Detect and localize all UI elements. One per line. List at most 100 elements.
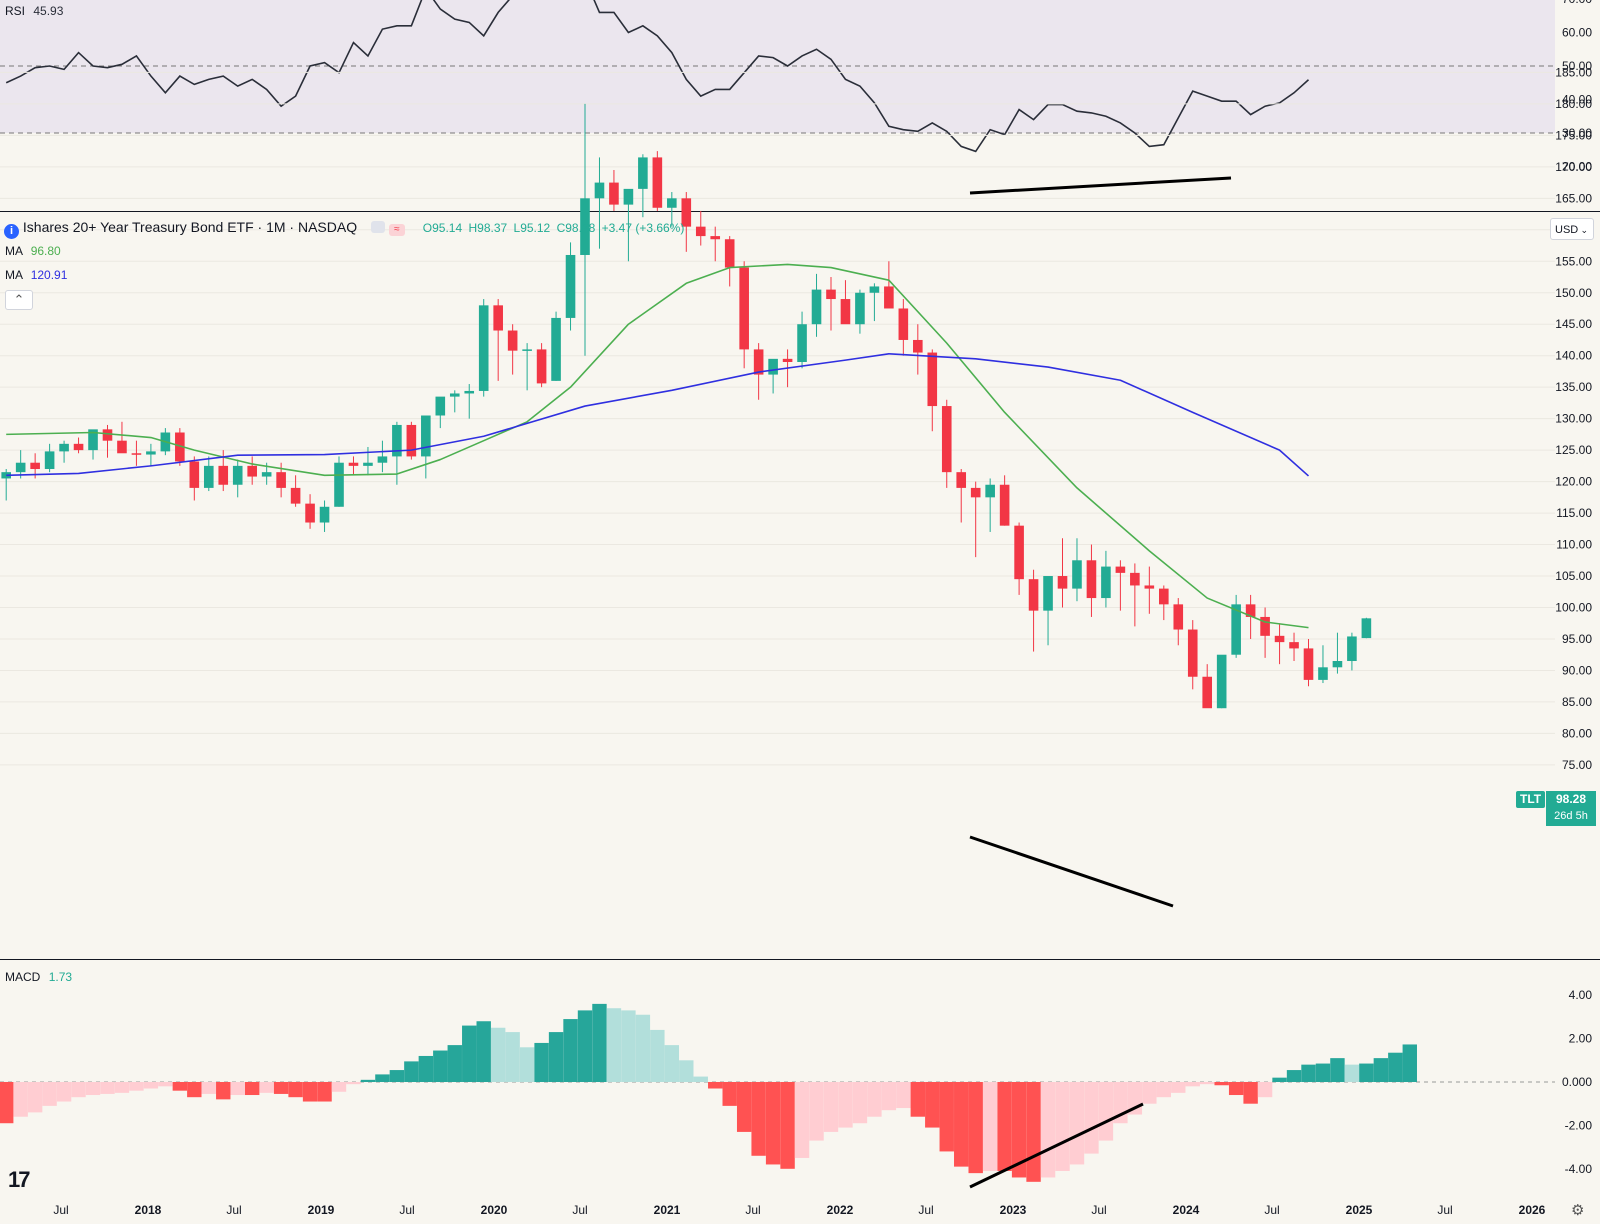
macd-bar bbox=[982, 1082, 998, 1171]
macd-bar bbox=[910, 1082, 926, 1117]
macd-bar bbox=[1214, 1082, 1229, 1086]
macd-bar bbox=[751, 1082, 766, 1156]
approx-icon[interactable]: ≈ bbox=[388, 224, 405, 236]
macd-bar bbox=[1185, 1082, 1200, 1087]
candle-body bbox=[1144, 585, 1155, 589]
macd-bar bbox=[1026, 1082, 1041, 1182]
candle-body bbox=[261, 472, 272, 477]
candle-body bbox=[392, 424, 402, 457]
ma-long-label: MA bbox=[5, 268, 23, 282]
macd-bar bbox=[736, 1082, 752, 1132]
macd-bar bbox=[896, 1082, 911, 1109]
candle-body bbox=[1289, 642, 1299, 649]
price-tick-label: 170.00 bbox=[1555, 160, 1592, 174]
candle-body bbox=[1159, 588, 1169, 605]
macd-bar bbox=[794, 1082, 810, 1158]
chevron-up-icon: ⌃ bbox=[13, 292, 25, 307]
macd-bar bbox=[881, 1082, 897, 1111]
macd-bar bbox=[693, 1076, 708, 1082]
candle-body bbox=[941, 406, 952, 473]
candle-body bbox=[88, 429, 98, 451]
candle-body bbox=[999, 484, 1010, 526]
symbol-legend: i Ishares 20+ Year Treasury Bond ETF · 1… bbox=[4, 219, 684, 239]
macd-bar bbox=[13, 1082, 28, 1117]
time-tick-label: Jul bbox=[226, 1203, 241, 1217]
candle-body bbox=[305, 503, 315, 523]
macd-bar bbox=[375, 1074, 390, 1082]
macd-bar bbox=[244, 1082, 260, 1096]
rsi-tick-label: 30.00 bbox=[1562, 126, 1592, 140]
candle-body bbox=[609, 182, 619, 205]
macd-bar bbox=[360, 1079, 376, 1082]
price-tick-label: 110.00 bbox=[1556, 538, 1592, 552]
candle-body bbox=[507, 330, 518, 351]
time-tick-label: Jul bbox=[572, 1203, 587, 1217]
macd-bar bbox=[968, 1082, 983, 1174]
candle-body bbox=[594, 182, 605, 199]
macd-bar bbox=[809, 1082, 824, 1141]
candle-body bbox=[334, 462, 344, 507]
macd-bar bbox=[650, 1029, 665, 1082]
candle-body bbox=[1187, 629, 1198, 677]
macd-pane bbox=[0, 1003, 1555, 1189]
macd-bar bbox=[114, 1082, 130, 1093]
time-tick-label: 2024 bbox=[1173, 1203, 1200, 1217]
price-tick-label: 105.00 bbox=[1555, 569, 1592, 583]
macd-bar bbox=[216, 1082, 231, 1100]
candle-body bbox=[724, 239, 735, 268]
collapse-legend-button[interactable]: ⌃ bbox=[5, 290, 33, 310]
macd-bar bbox=[172, 1082, 188, 1091]
macd-bar bbox=[1098, 1082, 1114, 1141]
settings-gear-icon[interactable]: ⚙ bbox=[1571, 1202, 1585, 1219]
candle-body bbox=[1086, 560, 1097, 599]
candle-body bbox=[59, 443, 69, 452]
candle-body bbox=[913, 339, 923, 353]
time-tick-label: 2023 bbox=[1000, 1203, 1027, 1217]
macd-bar bbox=[1373, 1058, 1389, 1082]
price-pane bbox=[0, 71, 1600, 960]
rsi-divergence-line bbox=[969, 176, 1232, 195]
price-tick-label: 180.00 bbox=[1555, 97, 1592, 111]
macd-bar bbox=[100, 1082, 115, 1094]
candle-body bbox=[1202, 676, 1213, 709]
ma-long-line bbox=[6, 353, 1310, 477]
time-tick-label: Jul bbox=[1091, 1203, 1106, 1217]
macd-bar bbox=[1200, 1082, 1215, 1085]
macd-bar bbox=[997, 1082, 1012, 1171]
symbol-title[interactable]: Ishares 20+ Year Treasury Bond ETF · 1M … bbox=[22, 219, 358, 235]
info-icon[interactable]: i bbox=[4, 224, 19, 239]
candle-body bbox=[146, 451, 156, 455]
candle-body bbox=[464, 390, 475, 394]
macd-bar bbox=[1011, 1082, 1027, 1178]
macd-bar bbox=[867, 1082, 882, 1117]
ma-long-legend[interactable]: MA 120.91 bbox=[5, 268, 67, 282]
time-tick-label: Jul bbox=[745, 1203, 760, 1217]
rsi-legend: RSI 45.93 bbox=[5, 4, 63, 18]
ma-short-legend[interactable]: MA 96.80 bbox=[5, 244, 61, 258]
macd-bar bbox=[519, 1047, 535, 1082]
candle-body bbox=[1260, 616, 1270, 636]
price-tick-label: 155.00 bbox=[1555, 254, 1592, 268]
candle-body bbox=[826, 289, 836, 300]
candle-body bbox=[884, 286, 894, 309]
candle-body bbox=[536, 349, 547, 384]
candle-body bbox=[1245, 604, 1256, 617]
rsi-value: 45.93 bbox=[33, 4, 64, 18]
tradingview-logo[interactable]: 17 bbox=[8, 1167, 31, 1192]
price-tick-label: 90.00 bbox=[1562, 663, 1592, 677]
time-tick-label: 2019 bbox=[308, 1203, 335, 1217]
candle-body bbox=[1028, 579, 1039, 611]
visibility-toggle-icon[interactable] bbox=[370, 221, 385, 233]
candle-body bbox=[1231, 604, 1241, 655]
macd-bar bbox=[346, 1082, 361, 1085]
price-tick-label: 125.00 bbox=[1555, 443, 1592, 457]
macd-bar bbox=[331, 1082, 347, 1092]
price-tick-label: 80.00 bbox=[1562, 726, 1592, 740]
time-tick-label: Jul bbox=[53, 1203, 68, 1217]
candle-body bbox=[623, 188, 634, 205]
currency-select[interactable]: USD ⌄ bbox=[1550, 218, 1594, 240]
candle-body bbox=[406, 424, 417, 457]
candle-body bbox=[1130, 572, 1140, 586]
macd-bar bbox=[42, 1082, 57, 1106]
